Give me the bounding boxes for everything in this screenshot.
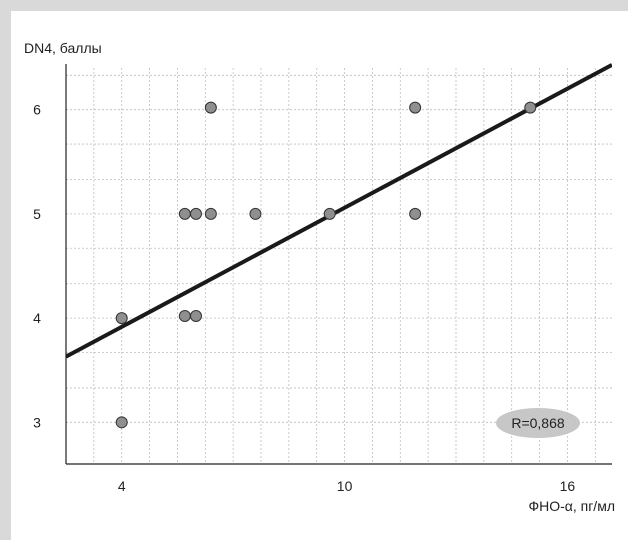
data-point: [249, 207, 262, 220]
data-point: [323, 207, 336, 220]
trendline: [66, 63, 612, 359]
scatter-chart: 4 10 16 3 4 5 6 DN4, баллы ФНО-α, пг/мл R=0,86…: [24, 40, 615, 514]
data-point: [190, 207, 202, 220]
data-point: [115, 312, 128, 325]
y-tick-label: 6: [33, 102, 41, 118]
correlation-badge-text: R=0,868: [511, 415, 565, 431]
data-point: [409, 101, 422, 114]
correlation-badge-background: [496, 408, 580, 438]
y-axis-title: DN4, баллы: [24, 40, 102, 56]
correlation-badge: R=0,868: [496, 408, 580, 438]
data-points: [115, 101, 537, 429]
data-point: [178, 207, 191, 220]
y-tick-label: 5: [33, 206, 41, 222]
axes: [65, 64, 612, 465]
data-point: [409, 207, 422, 220]
y-tick-label: 3: [33, 414, 41, 430]
x-axis-title: ФНО-α, пг/мл: [528, 498, 615, 514]
data-point: [190, 310, 202, 323]
grid: [66, 68, 612, 464]
x-tick-label: 4: [118, 478, 126, 494]
chart-frame: 4 10 16 3 4 5 6 DN4, баллы ФНО-α, пг/мл R=0,86…: [11, 11, 628, 540]
data-point: [204, 207, 217, 220]
y-tick-label: 4: [33, 310, 41, 326]
x-tick-label: 16: [560, 478, 576, 494]
x-tick-label: 10: [337, 478, 353, 494]
tick-labels: 4 10 16 3 4 5 6: [33, 102, 575, 494]
data-point: [115, 416, 128, 429]
data-point: [524, 101, 537, 114]
data-point: [178, 310, 191, 323]
data-point: [204, 101, 217, 114]
trendline-group: [66, 63, 612, 359]
